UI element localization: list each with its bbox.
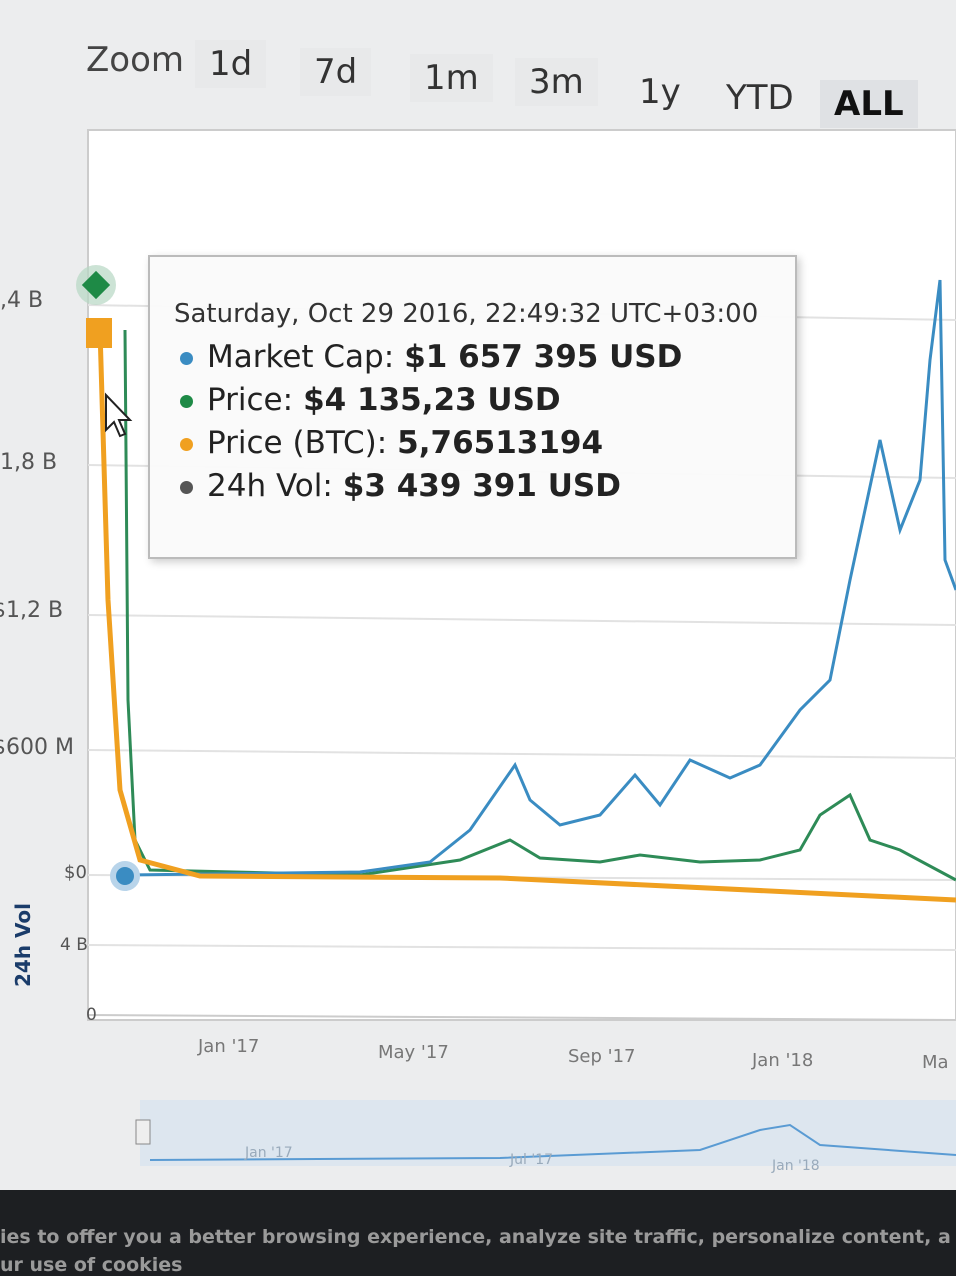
legend-dot: [180, 438, 193, 451]
y-tick-label: $0: [64, 862, 87, 883]
zoom-button[interactable]: 7d: [300, 48, 372, 96]
zoom-button[interactable]: 3m: [515, 58, 598, 106]
zoom-button[interactable]: 1y: [639, 72, 681, 112]
legend-dot: [180, 395, 193, 408]
volume-axis-title: 24h Vol: [11, 903, 35, 987]
tooltip-row: Price: $4 135,23 USD: [180, 382, 561, 418]
tooltip-value: $4 135,23 USD: [303, 382, 561, 418]
tooltip-value: $3 439 391 USD: [342, 468, 621, 504]
legend-dot: [180, 352, 193, 365]
x-tick-label: May '17: [378, 1042, 449, 1063]
btc-price-line: [97, 329, 956, 903]
volume-tick-label: 4 B: [60, 935, 88, 955]
tooltip-label: Price (BTC):: [207, 425, 388, 461]
legend-dot: [180, 481, 193, 494]
y-tick-label: ,4 B: [0, 288, 44, 313]
tooltip-row: Market Cap: $1 657 395 USD: [180, 339, 682, 375]
banner-text: ies to offer you a better browsing exper…: [0, 1226, 951, 1248]
navigator-line: [149, 1123, 956, 1161]
y-tick-label: 1,8 B: [0, 450, 58, 475]
zoom-button[interactable]: YTD: [726, 78, 794, 118]
tooltip-row: Price (BTC): 5,76513194: [180, 425, 603, 461]
tooltip-label: Market Cap:: [207, 339, 395, 375]
volume-tick-label: 0: [86, 1005, 97, 1025]
navigator-label: Jan '18: [772, 1158, 820, 1174]
navigator-label: Jul '17: [510, 1152, 554, 1168]
y-tick-label: $1,2 B: [0, 598, 64, 623]
market-cap-line: [124, 279, 956, 877]
x-tick-label: Jan '17: [198, 1036, 260, 1057]
cookie-banner: ies to offer you a better browsing exper…: [0, 1190, 956, 1276]
zoom-button[interactable]: 1d: [195, 40, 267, 88]
tooltip-label: Price:: [207, 382, 294, 418]
chart: 24h Vol: [11, 129, 956, 1166]
y-tick-label: $600 M: [0, 735, 74, 760]
x-tick-label: Sep '17: [568, 1046, 636, 1067]
navigator: [140, 1100, 956, 1166]
x-tick-label: Ma: [922, 1052, 949, 1073]
cursor: [105, 392, 133, 438]
price-line: [123, 329, 956, 882]
tooltip-value: $1 657 395 USD: [404, 339, 683, 375]
banner-text: ur use of cookies: [0, 1254, 183, 1276]
x-tick-label: Jan '18: [752, 1050, 814, 1071]
navigator-handle[interactable]: [135, 1119, 151, 1145]
navigator-label: Jan '17: [245, 1145, 293, 1161]
tooltip: Saturday, Oct 29 2016, 22:49:32 UTC+03:0…: [148, 255, 797, 559]
tooltip-row: 24h Vol: $3 439 391 USD: [180, 468, 621, 504]
tooltip-value: 5,76513194: [397, 425, 604, 461]
zoom-button[interactable]: ALL: [820, 80, 918, 128]
zoom-label: Zoom: [86, 40, 185, 80]
zoom-button[interactable]: 1m: [410, 54, 493, 102]
tooltip-date: Saturday, Oct 29 2016, 22:49:32 UTC+03:0…: [174, 299, 759, 329]
tooltip-label: 24h Vol:: [207, 468, 333, 504]
cap-marker: [110, 861, 140, 891]
btc-marker: [86, 318, 112, 348]
